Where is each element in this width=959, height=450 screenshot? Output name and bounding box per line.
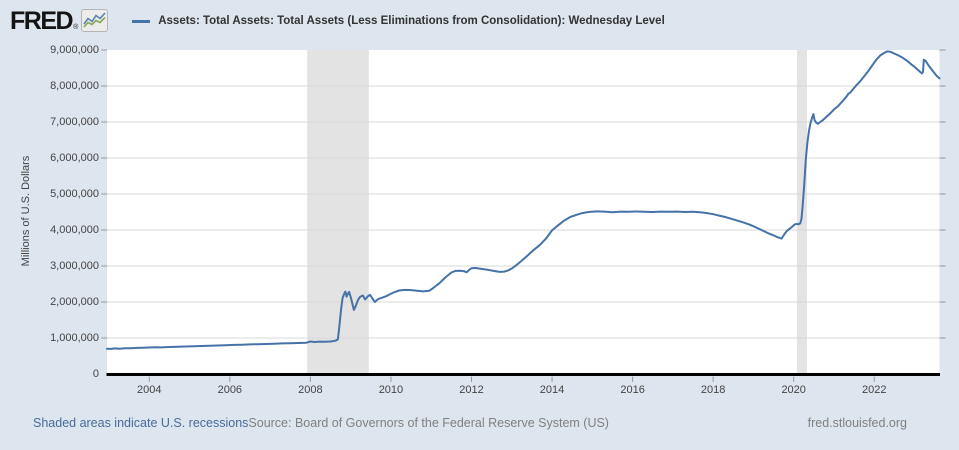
y-tick-label: 2,000,000 (50, 295, 99, 308)
source-attribution: Source: Board of Governors of the Federa… (248, 416, 609, 430)
x-tick-label: 2004 (137, 384, 162, 396)
y-tick-label: 8,000,000 (50, 79, 99, 92)
y-tick-label: 4,000,000 (50, 223, 99, 236)
x-tick-label: 2020 (781, 384, 806, 396)
chart-footer: Shaded areas indicate U.S. recessions Sou… (33, 416, 609, 430)
fred-site-link[interactable]: fred.stlouisfed.org (807, 416, 907, 430)
x-tick-label: 2006 (217, 384, 243, 396)
legend-line-swatch (132, 19, 151, 23)
fred-logo[interactable]: FRED ® (10, 7, 109, 35)
y-tick-label: 0 (92, 367, 99, 380)
y-tick-label: 9,000,000 (50, 43, 99, 56)
data-series-line (106, 50, 941, 350)
x-tick-label: 2016 (620, 384, 645, 396)
registered-trademark: ® (73, 24, 79, 31)
chart-header: FRED ® Assets: Total Assets: Total Assets… (10, 5, 665, 37)
fred-sparkline-icon (81, 9, 109, 32)
x-tick-label: 2012 (459, 384, 484, 396)
recession-band (307, 50, 369, 374)
x-axis-line (106, 373, 940, 376)
y-tick-label: 1,000,000 (50, 331, 99, 344)
y-tick-label: 3,000,000 (50, 259, 99, 272)
x-tick-label: 2014 (539, 384, 565, 396)
fred-logo-text: FRED (10, 7, 74, 35)
y-tick-label: 5,000,000 (50, 187, 99, 200)
x-tick-label: 2022 (862, 384, 887, 396)
series-legend-label: Assets: Total Assets: Total Assets (Less… (158, 15, 665, 27)
x-tick-label: 2018 (700, 384, 726, 396)
y-tick-label: 7,000,000 (50, 115, 99, 128)
series-legend: Assets: Total Assets: Total Assets (Less… (132, 15, 665, 27)
y-tick-label: 6,000,000 (50, 151, 99, 164)
x-tick-label: 2008 (298, 384, 323, 396)
recessions-note-link[interactable]: Shaded areas indicate U.S. recessions (33, 416, 249, 430)
plot-background (107, 50, 940, 374)
x-tick-label: 2010 (378, 384, 404, 396)
